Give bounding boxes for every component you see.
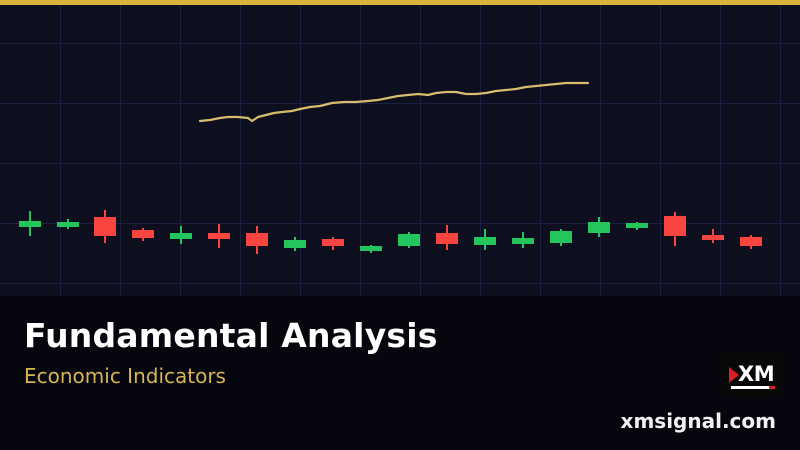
candle-body bbox=[664, 216, 686, 236]
candlestick-bullish bbox=[170, 226, 192, 244]
candle-body bbox=[208, 233, 230, 239]
candlestick-bearish bbox=[208, 224, 230, 248]
gridline-horizontal bbox=[0, 103, 800, 104]
candlestick-bullish bbox=[360, 245, 382, 253]
gridline-vertical bbox=[180, 5, 181, 296]
gridline-vertical bbox=[60, 5, 61, 296]
candle-body bbox=[740, 237, 762, 246]
gridline-vertical bbox=[300, 5, 301, 296]
candlestick-bullish bbox=[398, 232, 420, 248]
candle-body bbox=[360, 246, 382, 251]
candle-body bbox=[94, 217, 116, 236]
candlestick-bearish bbox=[664, 212, 686, 246]
page-title: Fundamental Analysis bbox=[24, 316, 438, 355]
gridline-vertical bbox=[720, 5, 721, 296]
candlestick-bearish bbox=[132, 228, 154, 241]
candlestick-bearish bbox=[246, 226, 268, 254]
gridline-vertical bbox=[120, 5, 121, 296]
gridline-vertical bbox=[540, 5, 541, 296]
candlestick-bullish bbox=[588, 217, 610, 237]
candlestick-bullish bbox=[626, 222, 648, 230]
triangle-icon bbox=[729, 367, 739, 383]
candle-body bbox=[512, 238, 534, 244]
gridline-vertical bbox=[480, 5, 481, 296]
candle-body bbox=[474, 237, 496, 245]
gridline-vertical bbox=[360, 5, 361, 296]
xm-logo: XM bbox=[722, 352, 782, 398]
candlestick-bullish bbox=[284, 237, 306, 251]
indicator-line-chart bbox=[198, 81, 590, 123]
candlestick-bearish bbox=[322, 237, 344, 250]
candle-body bbox=[398, 234, 420, 246]
gridline-horizontal bbox=[0, 283, 800, 284]
candle-body bbox=[19, 221, 41, 227]
candle-body bbox=[436, 233, 458, 244]
gridline-vertical bbox=[420, 5, 421, 296]
xm-logo-underline-red bbox=[769, 386, 775, 389]
candle-body bbox=[132, 230, 154, 238]
candlestick-bullish bbox=[512, 232, 534, 248]
gridline-vertical bbox=[240, 5, 241, 296]
gridline-vertical bbox=[600, 5, 601, 296]
candlestick-bearish bbox=[702, 229, 724, 243]
candlestick-bearish bbox=[436, 225, 458, 250]
gridline-vertical bbox=[660, 5, 661, 296]
candle-body bbox=[246, 233, 268, 246]
candlestick-bullish bbox=[57, 219, 79, 229]
top-accent-bar bbox=[0, 0, 800, 5]
gridline-horizontal bbox=[0, 163, 800, 164]
candle-body bbox=[170, 233, 192, 239]
candle-body bbox=[322, 239, 344, 246]
footer-panel bbox=[0, 296, 800, 450]
chart-panel bbox=[0, 5, 800, 296]
page-subtitle: Economic Indicators bbox=[24, 364, 226, 388]
candle-body bbox=[702, 235, 724, 240]
candlestick-bullish bbox=[19, 211, 41, 236]
gridline-vertical bbox=[780, 5, 781, 296]
xm-logo-inner: XM bbox=[722, 352, 782, 398]
candle-body bbox=[626, 223, 648, 228]
candlestick-bearish bbox=[94, 210, 116, 243]
candle-body bbox=[550, 231, 572, 243]
candle-body bbox=[57, 222, 79, 227]
gridline-horizontal bbox=[0, 223, 800, 224]
candle-body bbox=[284, 240, 306, 248]
candle-body bbox=[588, 222, 610, 233]
candlestick-bullish bbox=[550, 229, 572, 246]
xm-logo-underline-white bbox=[731, 386, 769, 389]
xm-logo-text: XM bbox=[738, 362, 775, 386]
gridline-horizontal bbox=[0, 43, 800, 44]
candlestick-bullish bbox=[474, 229, 496, 250]
candlestick-bearish bbox=[740, 235, 762, 249]
site-watermark: xmsignal.com bbox=[620, 409, 776, 433]
